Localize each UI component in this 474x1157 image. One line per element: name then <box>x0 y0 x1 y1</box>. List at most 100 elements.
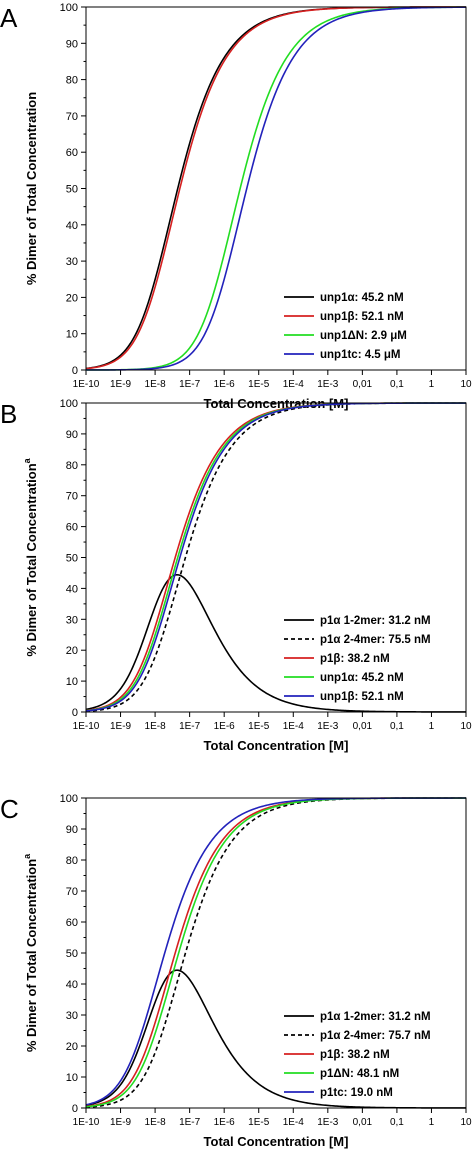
panel-letter: A <box>0 3 18 33</box>
y-tick-label: 30 <box>66 614 78 626</box>
series-line-5 <box>85 402 466 712</box>
y-tick-label: 50 <box>66 948 78 960</box>
panel-letter: C <box>0 794 19 824</box>
x-tick-label: 1 <box>429 721 435 732</box>
y-tick-label: 0 <box>72 707 78 719</box>
legend-entry: p1β: 38.2 nM <box>320 653 390 665</box>
legend-entry: unp1ΔN: 2.9 μM <box>320 330 407 342</box>
legend: p1α 1-2mer: 31.2 nM p1α 2-4mer: 75.7 nM p1… <box>284 1011 431 1099</box>
y-tick-label: 80 <box>66 75 78 87</box>
x-tick-label: 1E-5 <box>248 721 270 732</box>
y-tick-label: 10 <box>66 329 78 341</box>
y-tick-label: 30 <box>66 256 78 268</box>
series-line-2 <box>85 6 466 370</box>
x-tick-label: 1 <box>429 379 435 390</box>
x-tick-label: 0,01 <box>353 721 373 732</box>
panel-letter: B <box>0 399 17 429</box>
x-tick-label: 1E-9 <box>110 1117 132 1128</box>
x-tick-label: 1E-3 <box>317 1117 339 1128</box>
chart-panel-b: B % Dimer of Total Concentrationa Total Co… <box>0 398 472 753</box>
x-axis-label: Total Concentration [M] <box>204 1134 349 1149</box>
chart-panel-c: C % Dimer of Total Concentrationa Total Co… <box>0 793 472 1149</box>
x-tick-label: 1E-8 <box>145 721 167 732</box>
y-axis-label-superscript: a <box>22 853 32 859</box>
y-tick-label: 70 <box>66 491 78 503</box>
y-axis-label: % Dimer of Total Concentrationa <box>22 853 39 1052</box>
series-line-1 <box>85 6 466 370</box>
x-tick-label: 1E-10 <box>73 379 100 390</box>
y-tick-label: 90 <box>66 38 78 50</box>
y-tick-label: 100 <box>60 793 78 805</box>
y-tick-label: 70 <box>66 886 78 898</box>
series-line-4 <box>86 6 467 371</box>
y-tick-label: 10 <box>66 676 78 688</box>
y-axis-label: % Dimer of Total Concentrationa <box>22 457 39 656</box>
series-line-2 <box>85 402 466 712</box>
y-tick-label: 20 <box>66 645 78 657</box>
y-tick-label: 100 <box>60 2 78 14</box>
x-tick-label: 10 <box>460 1117 472 1128</box>
x-tick-label: 10 <box>460 721 472 732</box>
legend-entry: p1tc: 19.0 nM <box>320 1087 393 1099</box>
legend-entry: unp1α: 45.2 nM <box>320 292 404 304</box>
y-tick-label: 60 <box>66 917 78 929</box>
x-tick-label: 0,1 <box>390 379 404 390</box>
y-tick-label: 40 <box>66 583 78 595</box>
y-tick-label: 90 <box>66 824 78 836</box>
y-tick-label: 20 <box>66 1041 78 1053</box>
x-tick-label: 1E-3 <box>317 721 339 732</box>
x-tick-label: 1E-3 <box>317 379 339 390</box>
y-tick-label: 60 <box>66 522 78 534</box>
x-tick-label: 1E-4 <box>283 721 305 732</box>
series-line-4 <box>85 402 467 712</box>
y-tick-label: 40 <box>66 979 78 991</box>
legend-entry: p1β: 38.2 nM <box>320 1049 390 1061</box>
x-tick-label: 10 <box>460 379 472 390</box>
x-tick-label: 1E-6 <box>214 379 236 390</box>
legend-entry: p1α 2-4mer: 75.7 nM <box>320 1030 431 1042</box>
series-line-3 <box>85 797 466 1108</box>
legend-entry: p1ΔN: 48.1 nM <box>320 1068 399 1080</box>
x-tick-label: 1E-7 <box>179 379 201 390</box>
plot-frame <box>85 797 467 1109</box>
x-tick-label: 0,01 <box>353 1117 373 1128</box>
x-tick-label: 1E-5 <box>248 379 270 390</box>
legend: unp1α: 45.2 nM unp1β: 52.1 nM unp1ΔN: 2.9 … <box>284 292 407 361</box>
x-tick-label: 1E-9 <box>110 379 132 390</box>
x-tick-label: 1E-5 <box>248 1117 270 1128</box>
y-tick-label: 70 <box>66 111 78 123</box>
x-tick-label: 1E-9 <box>110 721 132 732</box>
y-tick-label: 50 <box>66 184 78 196</box>
y-tick-label: 0 <box>72 1103 78 1115</box>
legend-entry: p1α 1-2mer: 31.2 nM <box>320 615 431 627</box>
y-tick-label: 20 <box>66 292 78 304</box>
legend-entry: unp1tc: 4.5 μM <box>320 349 401 361</box>
y-tick-label: 100 <box>60 398 78 410</box>
legend-entry: unp1β: 52.1 nM <box>320 311 404 323</box>
plot-frame <box>85 402 467 713</box>
x-tick-label: 1 <box>429 1117 435 1128</box>
x-axis-label: Total Concentration [M] <box>204 738 349 753</box>
x-tick-label: 1E-8 <box>145 379 167 390</box>
series-line-3 <box>85 402 466 712</box>
x-tick-label: 1E-4 <box>283 1117 305 1128</box>
x-tick-label: 1E-6 <box>214 1117 236 1128</box>
x-tick-label: 1E-10 <box>73 1117 100 1128</box>
x-tick-label: 1E-7 <box>179 721 201 732</box>
x-tick-label: 0,01 <box>353 379 373 390</box>
x-tick-label: 1E-7 <box>179 1117 201 1128</box>
x-tick-label: 0,1 <box>390 1117 404 1128</box>
x-tick-label: 1E-4 <box>283 379 305 390</box>
y-tick-label: 0 <box>72 365 78 377</box>
series-line-4 <box>85 797 466 1108</box>
y-tick-label: 40 <box>66 220 78 232</box>
y-tick-label: 80 <box>66 855 78 867</box>
y-axis-label: % Dimer of Total Concentration <box>24 92 39 285</box>
legend: p1α 1-2mer: 31.2 nM p1α 2-4mer: 75.5 nM p1… <box>284 615 431 703</box>
plot-frame <box>85 6 467 371</box>
y-tick-label: 80 <box>66 460 78 472</box>
x-tick-label: 1E-10 <box>73 721 100 732</box>
legend-entry: p1α 1-2mer: 31.2 nM <box>320 1011 431 1023</box>
